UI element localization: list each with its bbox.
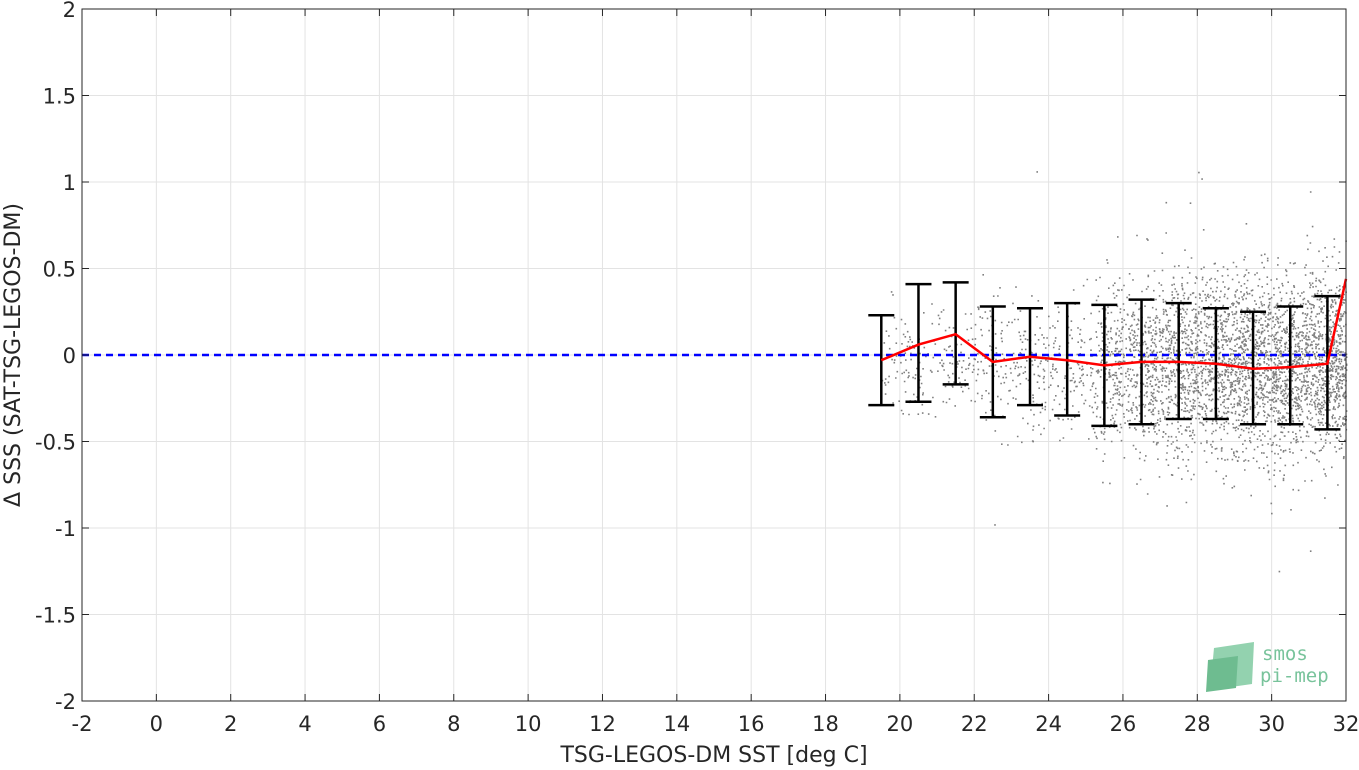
- logo-text-pimep: pi-mep: [1260, 665, 1329, 687]
- y-tick-label: 0.5: [43, 258, 76, 282]
- x-tick-label: 20: [887, 712, 914, 736]
- x-tick-label: 16: [738, 712, 765, 736]
- scatter-points: [881, 171, 1348, 573]
- x-tick-label: -2: [72, 712, 93, 736]
- logo-text-smos: smos: [1262, 643, 1308, 665]
- x-tick-label: 8: [447, 712, 460, 736]
- y-tick-label: -1.5: [35, 604, 76, 628]
- y-tick-label: 2: [63, 0, 76, 22]
- x-tick-label: 18: [812, 712, 839, 736]
- x-tick-label: 10: [515, 712, 542, 736]
- scatter-cloud: [881, 171, 1348, 573]
- y-tick-label: -1: [55, 517, 76, 541]
- error-bar: [1277, 305, 1304, 426]
- logo-mark-front: [1206, 656, 1238, 692]
- y-tick-label: 0: [63, 344, 76, 368]
- axes: [81, 8, 1347, 702]
- y-tick-label: -0.5: [35, 431, 76, 455]
- error-bar: [868, 313, 895, 407]
- error-bar: [905, 282, 932, 403]
- x-tick-label: 6: [373, 712, 386, 736]
- x-tick-label: 2: [224, 712, 237, 736]
- x-tick-label: 0: [150, 712, 163, 736]
- mean-line: [880, 278, 1348, 371]
- x-axis-label: TSG-LEGOS-DM SST [deg C]: [559, 743, 867, 768]
- y-tick-label: 1: [63, 171, 76, 195]
- x-tick-label: 22: [961, 712, 988, 736]
- y-tick-label: 1.5: [43, 85, 76, 109]
- x-tick-label: 12: [589, 712, 616, 736]
- smos-pi-mep-logo: smos pi-mep: [1206, 642, 1329, 692]
- y-tick-label: -2: [55, 690, 76, 714]
- x-tick-label: 28: [1184, 712, 1211, 736]
- error-bars: [868, 281, 1341, 431]
- x-tick-label: 32: [1333, 712, 1359, 736]
- x-tick-label: 14: [663, 712, 690, 736]
- y-tick-labels: -2 -1.5 -1 -0.5 0 0.5 1 1.5 2: [35, 0, 76, 714]
- x-tick-label: 4: [298, 712, 311, 736]
- y-axis-label: Δ SSS (SAT-TSG-LEGOS-DM): [1, 203, 26, 507]
- x-tick-labels: -2 0 2 4 6 8 10 12 14 16 18 20 22 24 26 28 30 32: [72, 712, 1359, 736]
- mean-polyline: [880, 278, 1348, 371]
- x-tick-label: 30: [1258, 712, 1285, 736]
- x-tick-label: 24: [1035, 712, 1062, 736]
- x-tick-label: 26: [1110, 712, 1137, 736]
